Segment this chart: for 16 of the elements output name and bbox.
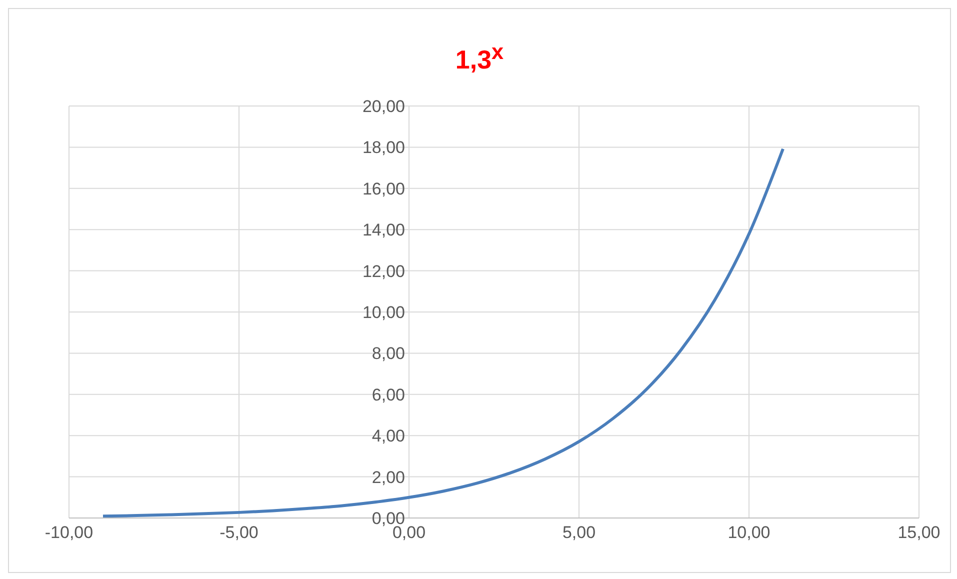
y-tick-label: 4,00 — [372, 426, 405, 446]
x-tick-label: 5,00 — [562, 523, 596, 542]
y-tick-label: 2,00 — [372, 468, 405, 487]
y-tick-label: 8,00 — [372, 344, 405, 364]
y-tick-label: 12,00 — [362, 262, 405, 281]
y-tick-label: 20,00 — [362, 97, 405, 116]
x-tick-label: 10,00 — [728, 523, 770, 542]
y-tick-label: 14,00 — [362, 220, 405, 240]
chart-title: 1,3$^{x}$ — [454, 39, 505, 76]
y-tick-label: 18,00 — [362, 138, 405, 158]
y-tick-label: 6,00 — [372, 385, 405, 404]
x-tick-label: -10,00 — [44, 523, 94, 542]
x-tick-label: 15,00 — [898, 523, 940, 542]
x-tick-label: -5,00 — [220, 523, 258, 542]
y-tick-label: 10,00 — [362, 303, 405, 322]
y-tick-label: 16,00 — [362, 179, 405, 198]
